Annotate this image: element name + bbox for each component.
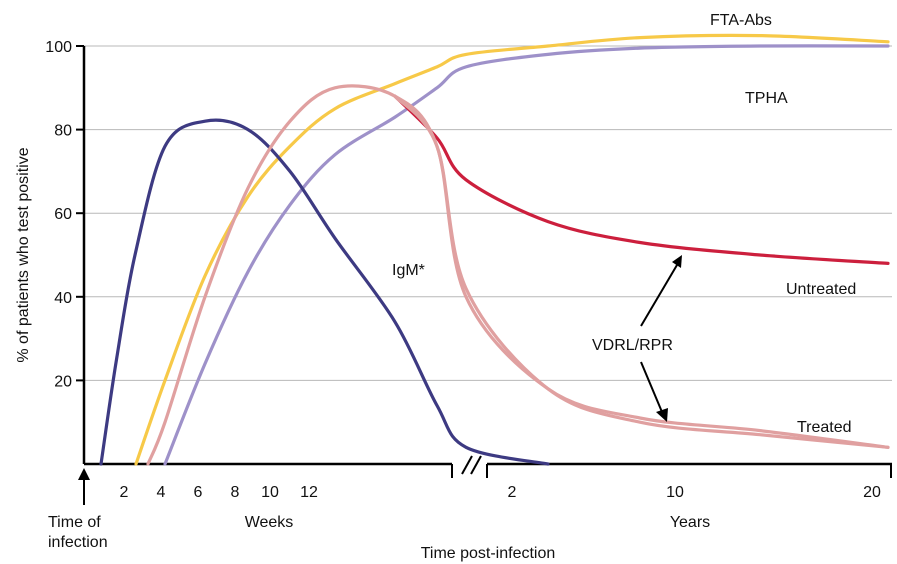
series-line-tpha bbox=[163, 44, 890, 466]
y-tick-label-40: 40 bbox=[54, 290, 72, 307]
origin-label-line2: infection bbox=[48, 534, 108, 551]
y-axis-label: % of patients who test positive bbox=[15, 147, 32, 362]
vdrl-arrow-up-head bbox=[672, 255, 682, 268]
series-line-treated bbox=[393, 94, 890, 449]
y-tick-label-100: 100 bbox=[45, 39, 72, 56]
vdrl-arrow-down-shaft bbox=[640, 361, 663, 413]
gridlines bbox=[84, 45, 892, 381]
x-tick-year-2: 2 bbox=[508, 484, 517, 501]
x-tick-week-10: 10 bbox=[261, 484, 279, 501]
series-line-igm bbox=[99, 118, 550, 466]
x-tick-week-2: 2 bbox=[120, 484, 129, 501]
label-fta-abs: FTA-Abs bbox=[710, 12, 772, 29]
axis-break-mark-1 bbox=[461, 455, 473, 475]
label-igm: IgM* bbox=[392, 262, 425, 279]
y-tick-label-60: 60 bbox=[54, 206, 72, 223]
years-label: Years bbox=[670, 514, 710, 531]
series-line-vdrl-rpr bbox=[146, 84, 890, 466]
vdrl-arrow-down-head bbox=[656, 408, 668, 422]
label-vdrl-rpr: VDRL/RPR bbox=[592, 337, 673, 354]
y-tick-label-20: 20 bbox=[54, 373, 72, 390]
series-line-fta-abs bbox=[134, 33, 890, 466]
label-treated: Treated bbox=[797, 419, 852, 436]
series-line-untreated bbox=[393, 94, 890, 265]
x-axis-label: Time post-infection bbox=[421, 545, 556, 562]
series-layer bbox=[99, 33, 890, 466]
origin-label-line1: Time of bbox=[48, 514, 101, 531]
label-untreated: Untreated bbox=[786, 281, 856, 298]
axis-break-mark-2 bbox=[470, 455, 482, 475]
x-tick-week-6: 6 bbox=[194, 484, 203, 501]
label-tpha: TPHA bbox=[745, 90, 788, 107]
x-tick-year-10: 10 bbox=[666, 484, 684, 501]
x-tick-year-20: 20 bbox=[863, 484, 881, 501]
x-tick-week-12: 12 bbox=[300, 484, 318, 501]
origin-arrow-head bbox=[78, 468, 90, 480]
x-tick-week-8: 8 bbox=[231, 484, 240, 501]
y-tick-label-80: 80 bbox=[54, 123, 72, 140]
x-tick-week-4: 4 bbox=[157, 484, 166, 501]
vdrl-arrow-up-shaft bbox=[640, 264, 678, 327]
weeks-label: Weeks bbox=[245, 514, 294, 531]
y-ticks: 20 40 60 80 100 bbox=[45, 39, 84, 390]
